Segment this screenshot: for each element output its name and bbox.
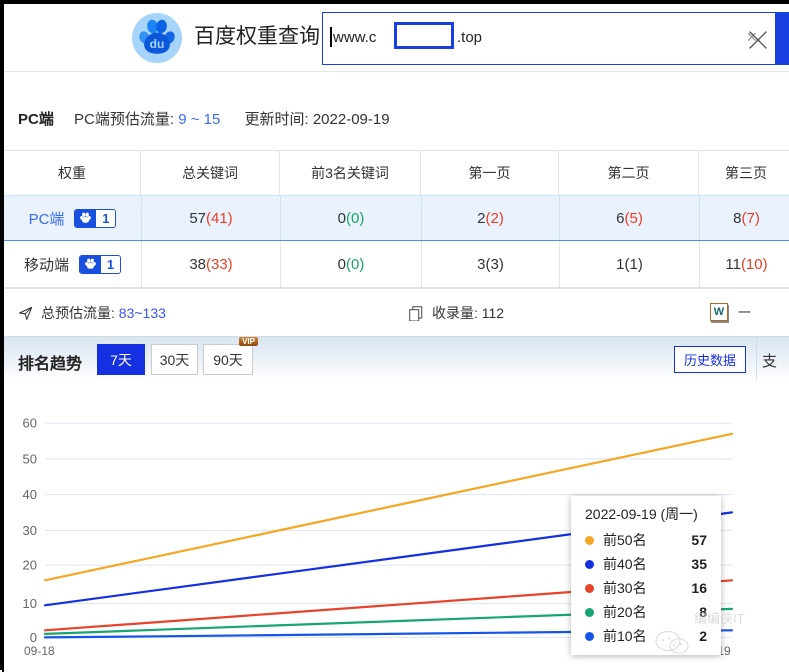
- svg-text:60: 60: [23, 416, 37, 431]
- svg-text:09-18: 09-18: [24, 644, 55, 658]
- svg-text:0: 0: [30, 630, 37, 645]
- svg-text:50: 50: [23, 451, 37, 466]
- svg-text:40: 40: [23, 487, 37, 502]
- svg-text:10: 10: [23, 596, 37, 611]
- svg-text:du: du: [150, 37, 165, 51]
- svg-text:30: 30: [23, 523, 37, 538]
- svg-text:20: 20: [23, 558, 37, 573]
